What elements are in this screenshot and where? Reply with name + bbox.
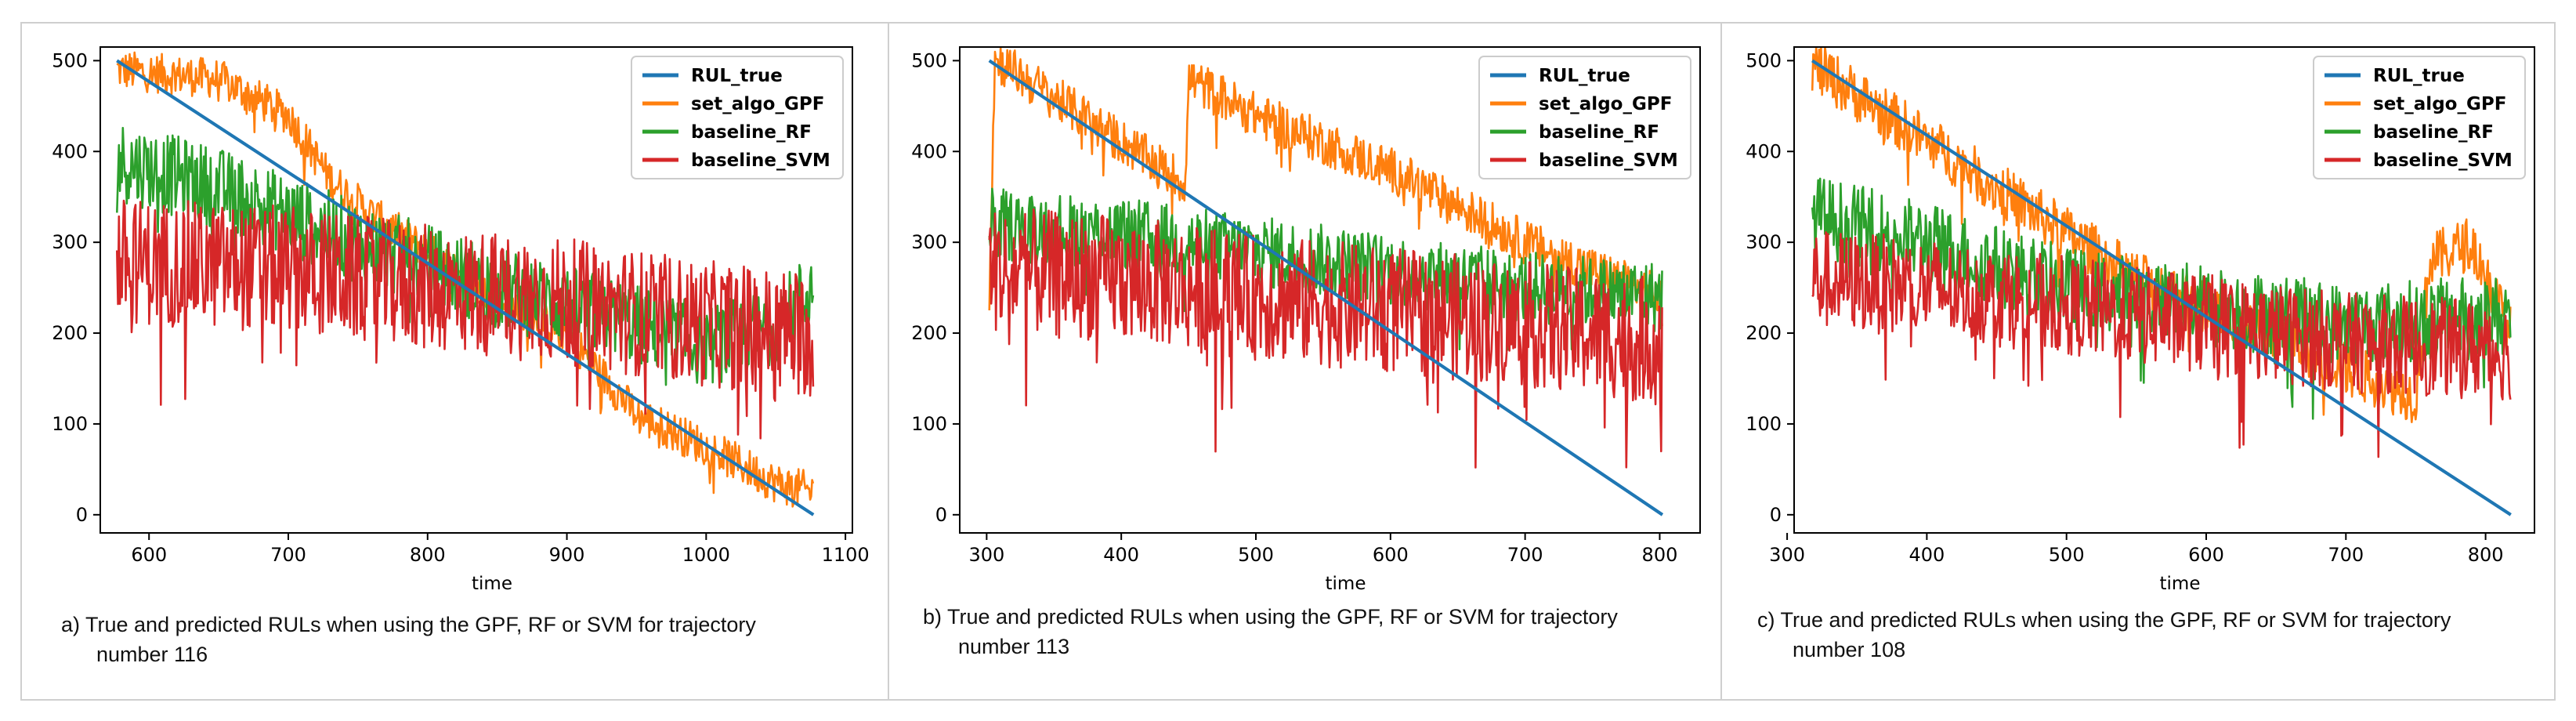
caption-b-line2: number 113 [958, 635, 1070, 658]
y-tick-label: 200 [52, 322, 88, 344]
x-tick-label: 800 [410, 544, 446, 566]
x-tick-label: 800 [1642, 544, 1678, 566]
legend-label-RUL_true: RUL_true [2373, 66, 2465, 86]
legend-box [1478, 56, 1691, 179]
x-tick-label: 300 [968, 544, 1004, 566]
y-tick-label: 100 [911, 413, 947, 435]
panel-divider-2 [1720, 22, 1722, 701]
series-RUL_true-line [1811, 59, 2512, 516]
x-tick-label: 900 [549, 544, 585, 566]
x-tick-label: 300 [1769, 544, 1805, 566]
caption-c-line1: c) True and predicted RULs when using th… [1757, 608, 2451, 632]
legend-label-set_algo_GPF: set_algo_GPF [2373, 94, 2506, 114]
chart-c: 300 400 500 600 700 800 0 100 200 300 400 500 time RU… [1746, 46, 2535, 594]
series-baseline_SVM [1811, 231, 2512, 458]
x-tick-label: 600 [131, 544, 167, 566]
plot-area [116, 51, 815, 516]
panel-divider-1 [888, 22, 889, 701]
x-axis-label: time [1326, 574, 1366, 594]
y-tick-label: 400 [1746, 140, 1782, 162]
x-tick-label: 700 [2328, 544, 2364, 566]
x-tick-label: 800 [2468, 544, 2504, 566]
y-tick-label: 500 [911, 49, 947, 71]
plot-area [988, 47, 1664, 516]
y-tick-label: 400 [911, 140, 947, 162]
caption-a-line2: number 116 [96, 643, 208, 666]
legend-label-baseline_SVM: baseline_SVM [691, 150, 830, 171]
legend-label-baseline_RF: baseline_RF [2373, 122, 2494, 143]
figure-frame [20, 22, 2556, 701]
caption-c-line2: number 108 [1793, 638, 1906, 661]
series-RUL_true-line [988, 59, 1664, 516]
y-tick-label: 500 [1746, 49, 1782, 71]
axes-frame [1793, 46, 2535, 534]
y-tick-label: 500 [52, 49, 88, 71]
y-tick-label: 0 [76, 504, 88, 526]
legend: RUL_true set_algo_GPF baseline_RF baseline_… [631, 56, 844, 179]
x-tick-label: 1100 [822, 544, 870, 566]
caption-c: c) True and predicted RULs when using th… [1757, 605, 2451, 665]
y-tick-label: 200 [1746, 322, 1782, 344]
caption-a: a) True and predicted RULs when using th… [61, 610, 756, 669]
legend-label-set_algo_GPF: set_algo_GPF [691, 94, 824, 114]
x-tick-label: 600 [1373, 544, 1409, 566]
plot-area [1811, 47, 2512, 516]
caption-b-line1: b) True and predicted RULs when using th… [923, 605, 1618, 629]
y-tick-label: 300 [911, 231, 947, 253]
x-tick-label: 700 [270, 544, 306, 566]
legend-label-baseline_SVM: baseline_SVM [1539, 150, 1678, 171]
caption-a-line1: a) True and predicted RULs when using th… [61, 613, 756, 636]
series-RUL_true-line [116, 59, 815, 516]
y-tick-label: 0 [1770, 504, 1782, 526]
legend-label-RUL_true: RUL_true [691, 66, 783, 86]
legend-box [631, 56, 844, 179]
y-tick-label: 300 [52, 231, 88, 253]
y-tick-label: 100 [52, 413, 88, 435]
x-tick-label: 400 [1908, 544, 1945, 566]
axes-frame [959, 46, 1701, 534]
y-tick-label: 200 [911, 322, 947, 344]
axes-frame [99, 46, 853, 534]
chart-b: 300 400 500 600 700 800 0 100 200 300 400 500 time RU… [911, 46, 1701, 594]
x-axis-label: time [2160, 574, 2201, 594]
y-tick-label: 0 [935, 504, 947, 526]
chart-a: 600 700 800 900 1000 1100 0 100 200 300 400 500 time… [52, 46, 870, 594]
series-baseline_SVM [988, 208, 1663, 469]
legend-label-RUL_true: RUL_true [1539, 66, 1630, 86]
x-tick-label: 1000 [682, 544, 730, 566]
series-baseline_SVM [116, 199, 815, 440]
legend-label-baseline_RF: baseline_RF [1539, 122, 1659, 143]
x-tick-label: 600 [2188, 544, 2224, 566]
y-tick-label: 400 [52, 140, 88, 162]
legend: RUL_true set_algo_GPF baseline_RF baseline_… [2313, 56, 2526, 179]
x-tick-label: 400 [1103, 544, 1139, 566]
legend-label-set_algo_GPF: set_algo_GPF [1539, 94, 1672, 114]
x-axis-label: time [472, 574, 512, 594]
legend-label-baseline_RF: baseline_RF [691, 122, 812, 143]
caption-b: b) True and predicted RULs when using th… [923, 602, 1618, 661]
y-tick-label: 100 [1746, 413, 1782, 435]
legend-label-baseline_SVM: baseline_SVM [2373, 150, 2513, 171]
y-tick-label: 300 [1746, 231, 1782, 253]
x-tick-label: 500 [2049, 544, 2085, 566]
legend-box [2313, 56, 2526, 179]
x-tick-label: 700 [1507, 544, 1543, 566]
legend: RUL_true set_algo_GPF baseline_RF baseline_… [1478, 56, 1691, 179]
x-tick-label: 500 [1238, 544, 1274, 566]
